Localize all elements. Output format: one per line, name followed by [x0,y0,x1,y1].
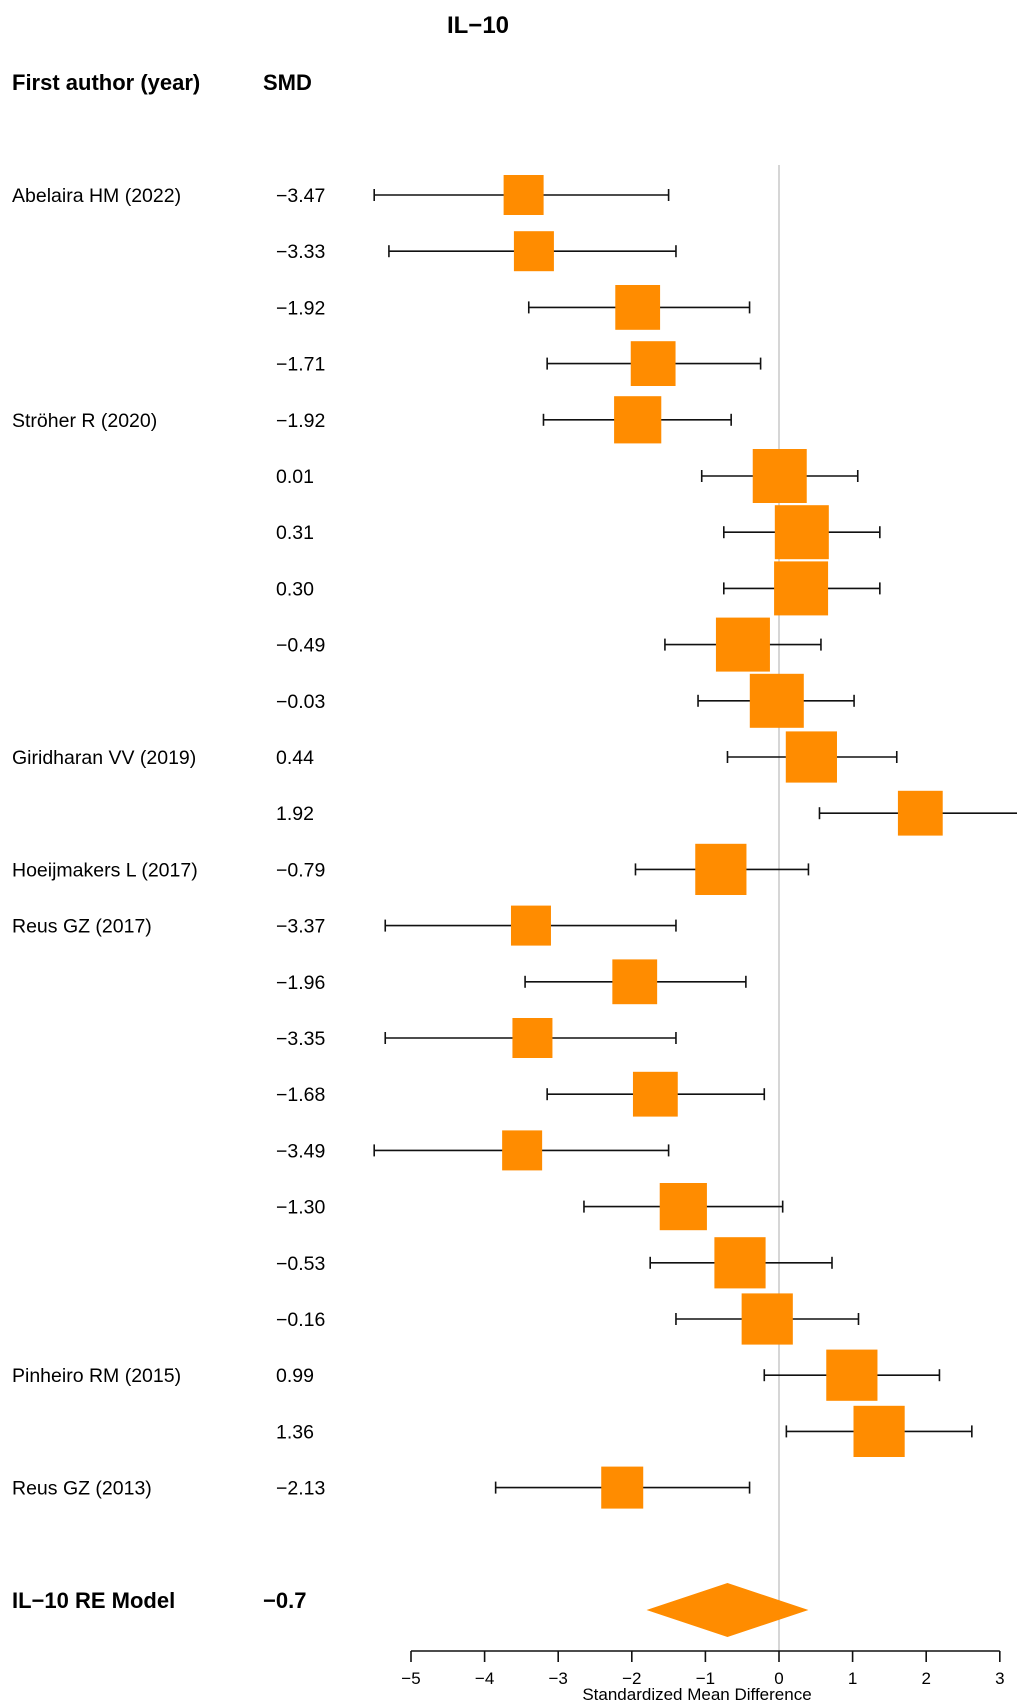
smd-value-label: −0.03 [276,691,325,713]
effect-size-marker [503,175,544,215]
x-tick-label: −5 [401,1669,420,1688]
study-label: Ströher R (2020) [12,410,157,432]
study-label: Pinheiro RM (2015) [12,1365,181,1387]
effect-size-marker [601,1466,644,1509]
study-row: Reus GZ (2013) −2.13 [12,1466,751,1509]
study-label: Reus GZ (2013) [12,1478,152,1500]
effect-size-marker [614,396,662,444]
smd-value-label: 0.31 [276,522,314,544]
study-row: −1.96 [276,959,747,1005]
study-row: 0.01 [276,449,859,503]
study-row: 1.92 [276,790,1017,836]
effect-size-marker [897,790,943,836]
study-row: Abelaira HM (2022) −3.47 [12,175,670,215]
study-row: −3.35 [276,1018,677,1058]
effect-size-marker [513,231,554,272]
smd-value-label: −3.47 [276,185,325,207]
smd-value-label: −1.30 [276,1197,325,1219]
effect-size-marker [853,1405,905,1457]
study-row: −0.16 [276,1293,860,1345]
smd-value-label: −3.35 [276,1028,325,1050]
x-tick-label: −3 [549,1669,568,1688]
summary-smd: −0.7 [263,1588,306,1613]
effect-size-marker [612,959,658,1005]
summary-label: IL−10 RE Model [12,1588,175,1613]
study-label: Reus GZ (2017) [12,916,152,938]
smd-value-label: 0.44 [276,747,314,769]
smd-value-label: −0.16 [276,1309,325,1331]
smd-value-label: −3.33 [276,241,325,263]
x-axis-label: Standardized Mean Difference [582,1685,811,1704]
smd-value-label: −0.79 [276,859,325,881]
effect-size-marker [714,1237,766,1289]
study-row: Hoeijmakers L (2017) −0.79 [12,843,810,895]
effect-size-marker [615,285,661,330]
study-row: Giridharan VV (2019) 0.44 [12,731,898,783]
effect-size-marker [741,1293,793,1345]
study-row: −0.53 [276,1237,833,1289]
study-row: −1.92 [276,285,751,330]
effect-size-marker [695,843,747,895]
x-tick-label: 3 [995,1669,1004,1688]
x-axis: −5 −4 −3 −2 −1 0 1 2 3 [401,1650,1005,1688]
smd-value-label: −1.92 [276,297,325,319]
smd-value-label: 0.99 [276,1365,314,1387]
smd-value-label: −1.71 [276,354,325,376]
study-row: −3.33 [276,231,677,272]
smd-value-label: −3.49 [276,1140,325,1162]
study-row: Ströher R (2020) −1.92 [12,396,732,444]
effect-size-marker [502,1130,543,1171]
smd-value-label: 1.92 [276,803,314,825]
smd-value-label: −2.13 [276,1478,325,1500]
study-row: −1.30 [276,1183,784,1231]
effect-size-marker [715,617,770,672]
x-tick-label: 0 [774,1669,783,1688]
smd-value-label: 0.01 [276,466,314,488]
study-row: Reus GZ (2017) −3.37 [12,905,677,946]
x-tick-label: 2 [921,1669,930,1688]
smd-value-label: −0.53 [276,1253,325,1275]
effect-size-marker [659,1183,707,1231]
chart-title: IL−10 [447,12,509,39]
study-label: Giridharan VV (2019) [12,747,196,769]
effect-size-marker [630,341,676,386]
study-row: −1.68 [276,1071,766,1117]
study-row: −0.49 [276,617,822,672]
study-row: −1.71 [276,341,762,386]
study-label: Abelaira HM (2022) [12,185,181,207]
effect-size-marker [774,561,829,616]
x-tick-label: −2 [622,1669,641,1688]
effect-size-marker [512,1018,553,1058]
effect-size-marker [752,449,807,503]
effect-size-marker [749,673,804,728]
effect-size-marker [826,1349,878,1401]
study-label: Hoeijmakers L (2017) [12,859,198,881]
smd-value-label: 1.36 [276,1421,314,1443]
x-tick-label: 1 [848,1669,857,1688]
smd-value-label: 0.30 [276,578,314,600]
study-row: 0.30 [276,561,881,616]
x-tick-label: −4 [475,1669,494,1688]
smd-column-header: SMD [263,70,312,95]
study-row: −0.03 [276,673,855,728]
x-tick-label: −1 [696,1669,715,1688]
smd-value-label: −0.49 [276,635,325,657]
study-row: 0.31 [276,505,881,560]
summary-diamond [646,1583,809,1637]
smd-value-label: −3.37 [276,916,325,938]
smd-value-label: −1.68 [276,1084,325,1106]
study-row: Pinheiro RM (2015) 0.99 [12,1349,941,1401]
study-row: 1.36 [276,1405,973,1457]
effect-size-marker [510,905,551,946]
smd-value-label: −1.92 [276,410,325,432]
effect-size-marker [774,505,829,560]
study-rows: Abelaira HM (2022) −3.47 −3.33 −1.92 −1.71 St… [12,175,1017,1509]
effect-size-marker [785,731,837,783]
study-row: −3.49 [276,1130,670,1171]
smd-value-label: −1.96 [276,972,325,994]
effect-size-marker [632,1071,678,1117]
study-column-header: First author (year) [12,70,200,95]
